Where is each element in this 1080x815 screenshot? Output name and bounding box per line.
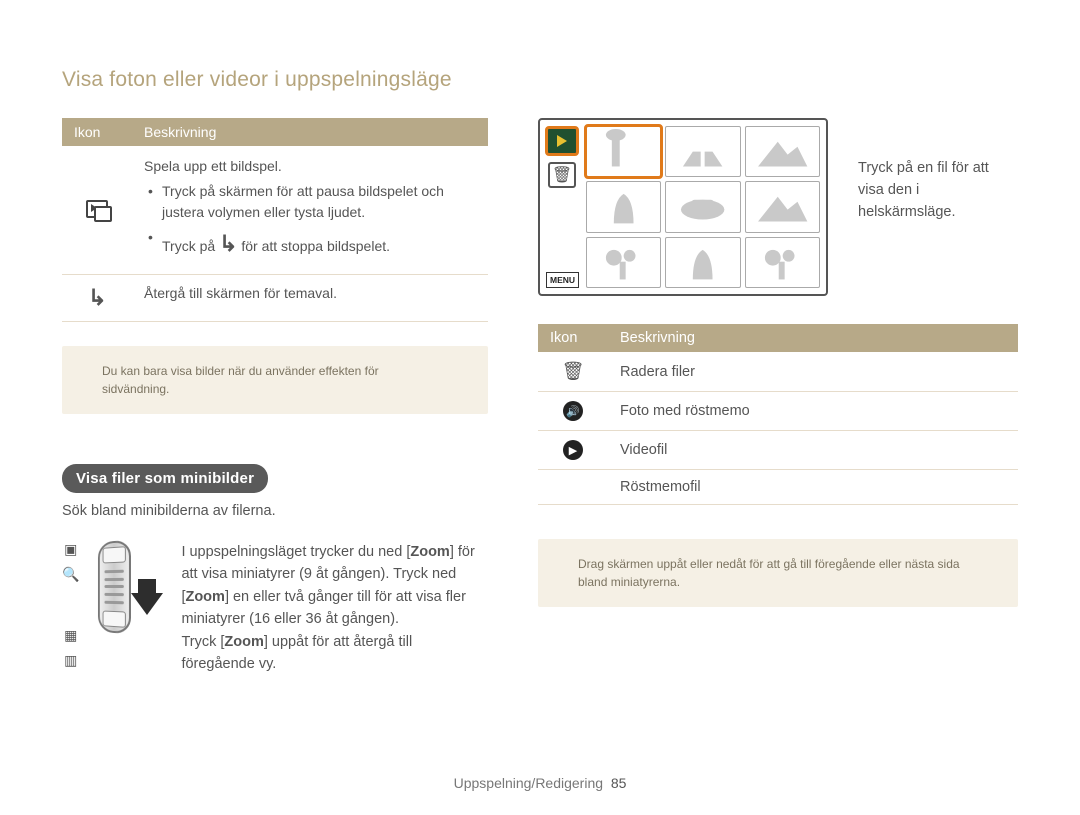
cell-desc-slideshow: Spela upp ett bildspel. Tryck på skärmen…	[132, 146, 488, 275]
zt-1c: ] en eller två gånger till för att visa …	[181, 589, 465, 627]
zt-1a: I uppspelningsläget trycker du ned [	[181, 544, 410, 560]
slideshow-bullet-2: Tryck på ↲ för att stoppa bildspelet.	[148, 227, 476, 260]
thumb-2	[665, 126, 740, 177]
thumbnail-grid	[584, 120, 826, 294]
zoom-instruction-text: I uppspelningsläget trycker du ned [Zoom…	[181, 541, 488, 676]
rth-icon: Ikon	[538, 324, 608, 352]
footer-page-number: 85	[611, 775, 627, 791]
trash-small-icon: 🗑	[548, 162, 576, 188]
multi-thumb-icon: ▦	[64, 627, 77, 644]
back-icon: ↲	[88, 285, 106, 311]
zoom-lever-illustration	[98, 540, 131, 635]
b2-part-a: Tryck på	[162, 238, 219, 254]
back-glyph-icon: ↲	[219, 227, 237, 260]
menu-label: MENU	[546, 272, 579, 288]
ricon-trash: 🗑	[538, 352, 608, 392]
rth-desc: Beskrivning	[608, 324, 1018, 352]
thumb-7	[586, 237, 661, 288]
page-footer: Uppspelning/Redigering 85	[0, 775, 1080, 791]
rdesc-video: Videofil	[608, 431, 1018, 470]
ricon-video: ▶	[538, 431, 608, 470]
slideshow-bullet-1: Tryck på skärmen för att pausa bildspele…	[148, 181, 476, 223]
left-column: Ikon Beskrivning Spela upp ett bildspel.…	[62, 118, 488, 676]
thumb-5	[665, 181, 740, 232]
cell-icon-back: ↲	[62, 275, 132, 322]
page-title: Visa foton eller videor i uppspelningslä…	[62, 68, 1018, 92]
thumb-8	[665, 237, 740, 288]
right-column: 🗑 MENU Tryck på en fil för att visa den …	[538, 118, 1018, 676]
note-drag: Drag skärmen uppåt eller nedåt för att g…	[538, 539, 1018, 607]
trash-icon: 🗑	[562, 361, 585, 382]
ricon-voice	[538, 470, 608, 505]
camera-screen-illustration: 🗑 MENU	[538, 118, 828, 296]
zoom-side-icons: ▣ 🔍 ▦ ▥	[62, 541, 79, 669]
play-circle-icon: ▶	[563, 440, 583, 460]
icon-description-table-right: Ikon Beskrivning 🗑 Radera filer 🔊 Foto m…	[538, 324, 1018, 505]
speaker-icon: 🔊	[563, 401, 583, 421]
note-pageturn: Du kan bara visa bilder när du använder …	[62, 346, 488, 414]
rdesc-voice: Röstmemofil	[608, 470, 1018, 505]
slideshow-icon	[86, 200, 108, 218]
down-arrow-icon	[131, 579, 163, 615]
callout-fullscreen: Tryck på en fil för att visa den i helsk…	[858, 158, 1018, 223]
single-thumb-icon: ▣	[64, 541, 77, 558]
rdesc-voicememo: Foto med röstmemo	[608, 392, 1018, 431]
footer-section: Uppspelning/Redigering	[454, 775, 603, 791]
b2-part-b: för att stoppa bildspelet.	[241, 238, 390, 254]
thumb-6	[745, 181, 820, 232]
thumb-1	[586, 126, 661, 177]
cell-icon-slideshow	[62, 146, 132, 275]
content-columns: Ikon Beskrivning Spela upp ett bildspel.…	[62, 118, 1018, 676]
zt-zoom1: Zoom	[410, 544, 449, 560]
rdesc-delete: Radera filer	[608, 352, 1018, 392]
zt-2a: Tryck [	[181, 634, 224, 650]
icon-description-table-left: Ikon Beskrivning Spela upp ett bildspel.…	[62, 118, 488, 322]
selected-play-icon	[545, 126, 579, 156]
ricon-voicememo: 🔊	[538, 392, 608, 431]
thumb-9	[745, 237, 820, 288]
zoom-instruction-block: ▣ 🔍 ▦ ▥ I uppspelningsläget trycker du n…	[62, 541, 488, 676]
cell-desc-back: Återgå till skärmen för temaval.	[132, 275, 488, 322]
slideshow-title: Spela upp ett bildspel.	[144, 156, 476, 177]
th-description: Beskrivning	[132, 118, 488, 146]
section-heading-thumbnails: Visa filer som minibilder	[62, 464, 268, 493]
magnify-icon: 🔍	[62, 566, 79, 583]
grid-right-icon: ▥	[64, 652, 77, 669]
thumb-4	[586, 181, 661, 232]
thumb-3	[745, 126, 820, 177]
th-icon: Ikon	[62, 118, 132, 146]
zt-zoom2: Zoom	[185, 589, 224, 605]
section-subtext: Sök bland minibilderna av filerna.	[62, 503, 488, 519]
screenshot-row: 🗑 MENU Tryck på en fil för att visa den …	[538, 118, 1018, 296]
zt-zoom3: Zoom	[224, 634, 263, 650]
